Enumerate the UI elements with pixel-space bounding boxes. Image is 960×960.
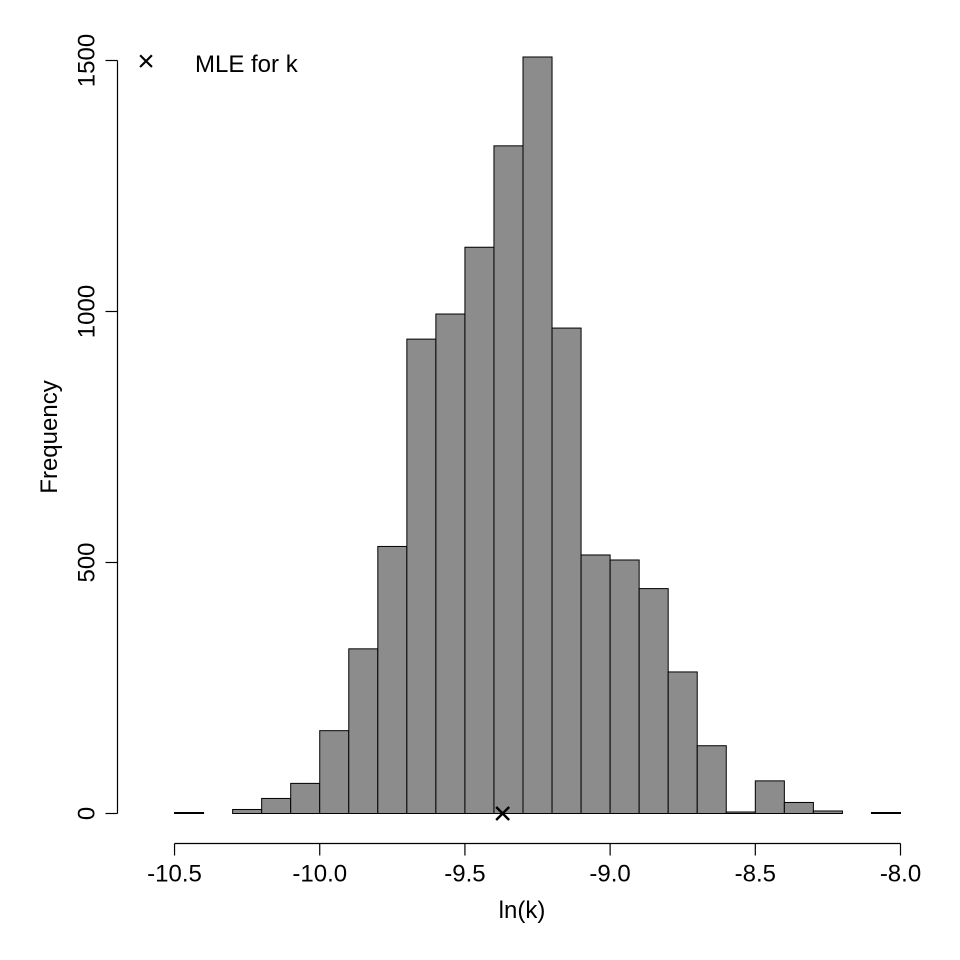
x-tick-label: -9.5 [444, 861, 485, 888]
histogram-bar [261, 797, 292, 815]
y-tick-label: 500 [74, 542, 101, 582]
x-axis-label: ln(k) [499, 897, 546, 924]
histogram-bar [754, 780, 785, 814]
histogram-bar [609, 559, 640, 814]
histogram-bar [319, 730, 350, 814]
histogram-bar [870, 812, 902, 814]
y-axis: 0 500 1000 1500 [74, 34, 119, 820]
y-tick-label: 1500 [74, 34, 101, 87]
histogram-bar [667, 671, 698, 814]
legend-label: MLE for k [195, 51, 299, 78]
y-tick-label: 0 [74, 807, 101, 820]
histogram-bar [290, 782, 321, 815]
x-tick-label: -8.0 [880, 861, 921, 888]
y-axis-label: Frequency [36, 380, 63, 493]
histogram-bar [232, 808, 263, 814]
histogram-bar [580, 554, 611, 814]
histogram-bar [406, 338, 437, 814]
mle-marker [495, 806, 511, 821]
histogram-bar [522, 56, 553, 815]
x-tick-label: -10.5 [147, 861, 202, 888]
legend-symbol: × [137, 45, 155, 78]
histogram-bar [435, 313, 466, 814]
histogram-bar [638, 588, 669, 814]
legend: × MLE for k [137, 45, 298, 78]
histogram-bar [348, 648, 379, 815]
y-tick-label: 1000 [74, 285, 101, 338]
histogram-bar [783, 801, 814, 815]
x-tick-label: -9.0 [589, 861, 630, 888]
histogram-bar [464, 246, 495, 815]
bars-group [174, 56, 902, 815]
mle-marker-group [495, 806, 511, 821]
histogram-bar [696, 745, 727, 814]
histogram-bar [551, 327, 582, 814]
histogram-bar [493, 145, 524, 814]
histogram-bar [812, 810, 843, 814]
histogram-bar [377, 545, 408, 814]
histogram-bar [725, 811, 756, 814]
x-axis: -10.5 -10.0 -9.5 -9.0 -8.5 -8.0 [147, 842, 921, 888]
x-tick-label: -10.0 [292, 861, 347, 888]
histogram-bar [174, 812, 205, 814]
x-tick-label: -8.5 [735, 861, 776, 888]
